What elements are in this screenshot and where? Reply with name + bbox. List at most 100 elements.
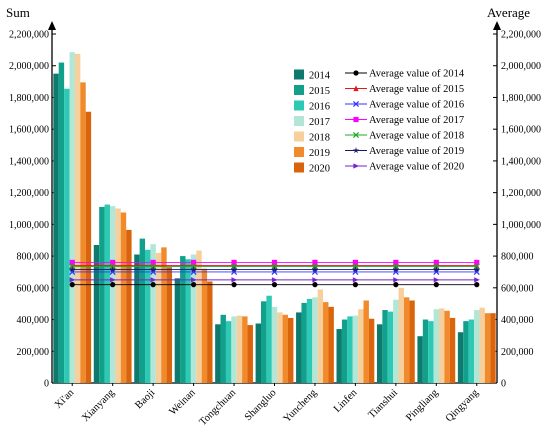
- legend-label-2014: 2014: [309, 71, 331, 82]
- average-point-3: [271, 259, 278, 266]
- legend-marker-5: [352, 147, 360, 154]
- bar-2015-xianyang: [99, 206, 105, 383]
- bar-2017-linfen: [352, 315, 359, 383]
- average-point-2: [433, 268, 440, 275]
- bar-2017-xian: [69, 52, 75, 383]
- bar-2019-xianyang: [120, 212, 127, 383]
- x-tick-label: Yuncheng: [282, 387, 320, 425]
- bar-2014-baoji: [134, 254, 140, 383]
- bar-2020-weinan: [207, 281, 213, 383]
- average-point-3: [393, 259, 399, 266]
- average-point-5: [149, 266, 157, 273]
- bar-2018-xian: [74, 53, 81, 384]
- average-point-3: [312, 259, 318, 266]
- legend-swatch-2014: [294, 69, 304, 80]
- left-y-tick-label: 2,200,000: [9, 30, 49, 41]
- x-tick-label: Tongchuan: [197, 387, 238, 428]
- average-point-6: [271, 277, 278, 283]
- left-y-tick-label: 1,800,000: [9, 93, 49, 104]
- bar-2015-tongchuan: [220, 314, 226, 383]
- left-y-tick-label: 400,000: [17, 315, 50, 326]
- average-point-6: [352, 277, 359, 283]
- legend-marker-1: [353, 85, 359, 92]
- legend-label-2015: 2015: [309, 86, 330, 97]
- average-point-5: [352, 266, 359, 273]
- average-point-5: [230, 266, 238, 273]
- bar-2016-tianshui: [387, 311, 394, 383]
- bar-2017-weinan: [190, 254, 197, 383]
- average-point-5: [433, 266, 440, 273]
- bar-2016-xian: [64, 88, 70, 383]
- bar-2017-qingyang: [474, 310, 480, 383]
- legend-average-label: Average value of 2014: [369, 69, 465, 80]
- bar-2017-tianshui: [393, 299, 399, 383]
- left-y-tick-label: 1,200,000: [9, 188, 49, 199]
- left-y-tick-label: 0: [44, 379, 49, 390]
- x-tick-label: Linfen: [332, 387, 360, 415]
- bar-2018-linfen: [358, 309, 364, 383]
- bar-2014-weinan: [174, 278, 181, 383]
- average-point-5: [190, 266, 197, 273]
- average-point-2: [69, 268, 76, 275]
- x-tick-label: Xi'an: [53, 387, 77, 411]
- bar-2019-xian: [80, 82, 86, 383]
- average-point-2: [109, 268, 116, 275]
- legend-marker-2: [352, 100, 360, 108]
- right-y-tick-label: 600,000: [501, 283, 534, 294]
- bar-2014-tianshui: [376, 324, 383, 383]
- bar-2016-qingyang: [468, 319, 475, 383]
- bar-2019-pingliang: [444, 310, 450, 383]
- bar-2017-baoji: [150, 244, 156, 383]
- bar-2020-yuncheng: [328, 306, 334, 383]
- bar-2019-yuncheng: [323, 302, 329, 383]
- x-tick-label: Shangluo: [243, 387, 279, 423]
- legend-label-2020: 2020: [309, 164, 330, 175]
- average-point-6: [231, 277, 238, 283]
- legend-average-label: Average value of 2019: [369, 146, 464, 157]
- bar-2014-yuncheng: [296, 312, 302, 383]
- x-tick-label: Baoji: [133, 387, 157, 411]
- bar-2019-qingyang: [484, 313, 491, 383]
- bar-2018-weinan: [196, 250, 202, 383]
- legend-swatch-2019: [294, 147, 304, 157]
- legend-label-2018: 2018: [309, 133, 330, 144]
- bar-2014-linfen: [336, 329, 342, 383]
- average-point-0: [393, 282, 399, 288]
- average-point-6: [110, 277, 116, 283]
- average-point-0: [433, 282, 439, 288]
- average-point-5: [473, 266, 481, 273]
- bar-2016-linfen: [347, 316, 353, 383]
- bar-2014-xian: [53, 73, 59, 383]
- bar-2019-tongchuan: [242, 316, 248, 383]
- left-axis-title: Sum: [6, 5, 30, 20]
- average-point-3: [69, 259, 75, 266]
- average-point-3: [474, 259, 480, 266]
- average-point-2: [473, 268, 480, 275]
- legend-label-2017: 2017: [309, 117, 330, 128]
- bar-2018-tianshui: [398, 287, 404, 383]
- bar-2019-tianshui: [403, 297, 410, 383]
- legend-average-label: Average value of 2016: [369, 100, 464, 111]
- right-y-tick-label: 0: [501, 379, 506, 390]
- average-point-6: [190, 277, 197, 283]
- x-tick-label: Weinan: [167, 387, 198, 418]
- legend-average-label: Average value of 2017: [369, 115, 464, 126]
- legend-average-label: Average value of 2015: [369, 84, 464, 95]
- legend-marker-6: [353, 163, 360, 169]
- bar-2017-xianyang: [109, 206, 116, 383]
- right-y-tick-label: 2,000,000: [501, 61, 541, 72]
- left-y-tick-label: 1,000,000: [9, 220, 49, 231]
- average-point-0: [190, 282, 197, 288]
- average-point-0: [312, 282, 318, 288]
- bar-2020-xian: [85, 111, 92, 384]
- bar-2020-tianshui: [409, 300, 415, 383]
- right-y-tick-label: 1,800,000: [501, 93, 541, 104]
- bar-2016-xianyang: [104, 204, 110, 383]
- right-y-tick-label: 2,200,000: [501, 30, 541, 41]
- bar-2019-linfen: [363, 300, 369, 383]
- legend-label-2019: 2019: [309, 148, 330, 159]
- average-point-5: [311, 266, 319, 273]
- bar-2020-tongchuan: [247, 325, 253, 383]
